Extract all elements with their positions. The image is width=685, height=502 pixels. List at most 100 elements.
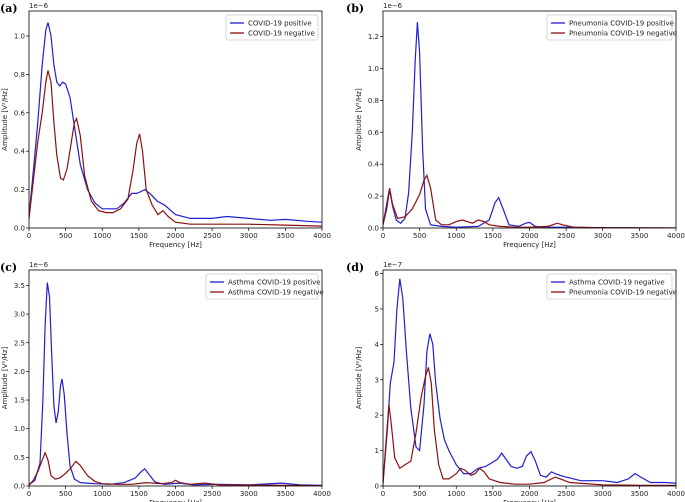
x-tick-label: 2500 xyxy=(203,232,221,240)
series-line-2 xyxy=(383,367,676,486)
y-tick-label: 0.2 xyxy=(368,193,379,201)
series-line-1 xyxy=(29,282,322,486)
x-tick-label: 500 xyxy=(59,232,72,240)
x-tick-label: 2500 xyxy=(557,232,575,240)
x-tick-label: 2000 xyxy=(167,490,185,498)
y-tick-label: 0.4 xyxy=(14,148,26,156)
y-tick-label: 1 xyxy=(375,447,379,455)
panel-tag: (a) xyxy=(0,2,18,15)
y-tick-label: 6 xyxy=(375,270,380,278)
plot-frame xyxy=(28,269,323,487)
panel-b: (b) 1e−6 0 500 1000 1500 2000 2500 3000 3500 4000 0… xyxy=(346,2,685,249)
legend-label: Asthma COVID-19 negative xyxy=(569,279,665,287)
legend-label: Asthma COVID-19 positive xyxy=(228,279,321,287)
x-axis-label: Frequency [Hz] xyxy=(503,499,556,502)
panel-a: (a) 1e−6 0 500 1000 1500 2000 2500 3000 3500 4000 0… xyxy=(0,2,331,249)
legend-label: Pneumonia COVID-19 positive xyxy=(569,20,674,28)
y-axis-label: Amplitude [V²/Hz] xyxy=(355,347,363,410)
legend-box xyxy=(546,273,673,300)
series-line-2 xyxy=(383,173,676,228)
x-tick-label: 2500 xyxy=(557,490,575,498)
legend-label: Asthma COVID-19 negative xyxy=(228,289,324,297)
y-tick-label: 0.8 xyxy=(368,97,379,105)
x-tick-label: 0 xyxy=(381,232,385,240)
series-line-2 xyxy=(29,70,322,227)
legend-label: Pneumonia COVID-19 negative xyxy=(569,289,677,297)
panel-d: (d) 1e−7 0 500 1000 1500 2000 2500 3000 3500 4000 0… xyxy=(346,261,685,502)
y-tick-label: 0.6 xyxy=(14,109,26,117)
x-tick-label: 500 xyxy=(59,490,72,498)
x-tick-label: 3500 xyxy=(630,490,648,498)
x-tick-label: 3500 xyxy=(630,232,648,240)
y-tick-label: 0.2 xyxy=(14,186,25,194)
y-tick-label: 0.0 xyxy=(368,225,379,233)
y-tick-label: 3.0 xyxy=(14,311,25,319)
x-tick-label: 0 xyxy=(381,490,385,498)
x-tick-label: 4000 xyxy=(667,490,685,498)
panel-tag: (c) xyxy=(0,261,17,274)
y-tick-label: 1.5 xyxy=(14,397,25,405)
x-tick-label: 4000 xyxy=(667,232,685,240)
x-tick-label: 2000 xyxy=(521,490,539,498)
x-tick-label: 4000 xyxy=(313,490,331,498)
x-tick-label: 1000 xyxy=(93,232,111,240)
y-axis-label: Amplitude [V²/Hz] xyxy=(1,347,9,410)
y-tick-label: 0.0 xyxy=(14,483,25,491)
y-tick-label: 0 xyxy=(375,483,379,491)
x-tick-label: 3500 xyxy=(276,232,294,240)
x-axis-label: Frequency [Hz] xyxy=(149,241,202,249)
x-tick-label: 2000 xyxy=(521,232,539,240)
x-tick-label: 1500 xyxy=(130,490,148,498)
scale-label: 1e−6 xyxy=(383,2,403,10)
y-tick-label: 1.0 xyxy=(14,32,25,40)
y-tick-label: 0.5 xyxy=(14,454,25,462)
x-tick-label: 1500 xyxy=(484,232,502,240)
scale-label: 1e−7 xyxy=(383,261,402,269)
series-line-2 xyxy=(29,451,322,486)
x-tick-label: 2000 xyxy=(167,232,185,240)
x-tick-label: 3000 xyxy=(594,490,612,498)
y-tick-label: 3 xyxy=(375,376,379,384)
x-tick-label: 2500 xyxy=(203,490,221,498)
x-tick-label: 500 xyxy=(413,232,426,240)
x-axis-label: Frequency [Hz] xyxy=(503,241,556,249)
panel-tag: (d) xyxy=(346,261,364,274)
y-tick-label: 0.6 xyxy=(368,129,380,137)
x-tick-label: 1500 xyxy=(484,490,502,498)
x-tick-label: 0 xyxy=(27,490,31,498)
x-tick-label: 1000 xyxy=(93,490,111,498)
y-tick-label: 0.4 xyxy=(368,161,380,169)
y-tick-label: 2.0 xyxy=(14,368,25,376)
x-tick-label: 3000 xyxy=(240,490,258,498)
x-tick-label: 1500 xyxy=(130,232,148,240)
panel-tag: (b) xyxy=(346,2,364,15)
y-tick-label: 4 xyxy=(375,341,380,349)
x-tick-label: 1000 xyxy=(447,490,465,498)
legend-label: COVID-19 negative xyxy=(248,30,315,38)
y-tick-label: 1.0 xyxy=(368,65,379,73)
legend-box xyxy=(205,273,319,300)
legend-label: Pneumonia COVID-19 negative xyxy=(569,30,677,38)
x-tick-label: 3500 xyxy=(276,490,294,498)
y-tick-label: 1.0 xyxy=(14,425,25,433)
x-axis-label: Frequency [Hz] xyxy=(149,499,202,502)
y-tick-label: 2 xyxy=(375,412,379,420)
y-tick-label: 0.0 xyxy=(14,225,25,233)
panel-c: (c) 1e−6 0 500 1000 1500 2000 2500 3000 3500 4000 0… xyxy=(0,261,331,502)
legend-label: COVID-19 positive xyxy=(248,20,312,28)
scale-label: 1e−6 xyxy=(29,261,49,269)
x-tick-label: 3000 xyxy=(594,232,612,240)
y-tick-label: 0.8 xyxy=(14,71,25,79)
scale-label: 1e−6 xyxy=(29,2,49,10)
y-axis-label: Amplitude [V²/Hz] xyxy=(1,88,9,151)
y-tick-label: 3.5 xyxy=(14,282,25,290)
series-line-1 xyxy=(383,22,676,228)
y-axis-label: Amplitude [V²/Hz] xyxy=(355,88,363,151)
y-tick-label: 5 xyxy=(375,305,379,313)
x-tick-label: 1000 xyxy=(447,232,465,240)
x-tick-label: 0 xyxy=(27,232,31,240)
x-tick-label: 4000 xyxy=(313,232,331,240)
series-line-1 xyxy=(29,22,322,223)
plot-frame xyxy=(382,10,677,229)
